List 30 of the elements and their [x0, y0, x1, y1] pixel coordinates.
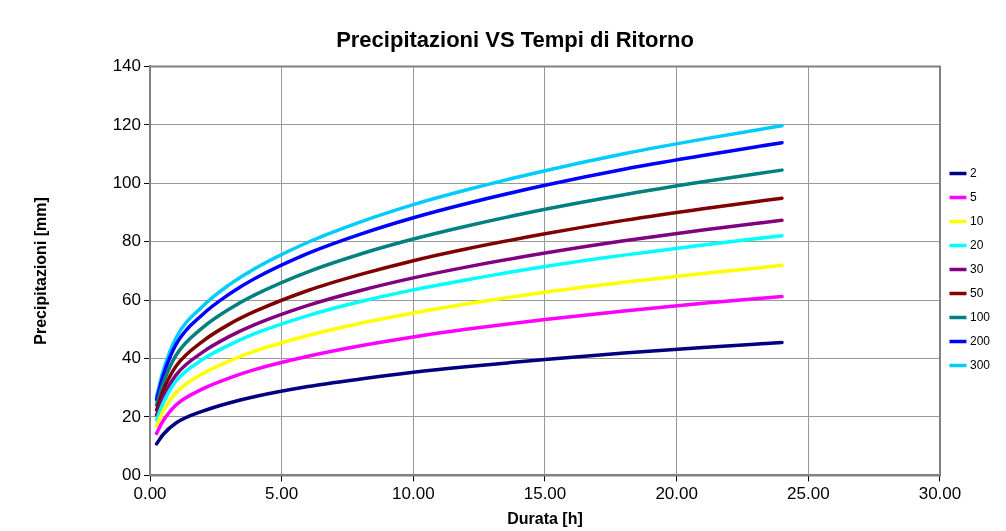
x-tick-label: 0.00: [133, 484, 167, 504]
legend-label: 100: [969, 309, 991, 324]
y-axis-title: Precipitazioni [mm]: [32, 197, 50, 345]
y-tick-label: 20: [122, 406, 141, 426]
legend-label: 30: [969, 261, 984, 276]
x-tick-label: 10.00: [392, 484, 435, 504]
y-tick-label: 00: [122, 465, 141, 485]
legend-label: 20: [969, 237, 984, 252]
legend-label: 300: [969, 357, 991, 372]
legend-label: 50: [969, 285, 984, 300]
y-tick-label: 100: [112, 172, 141, 192]
y-tick-label: 120: [112, 114, 141, 134]
line-series: [154, 294, 784, 436]
chart-title: Precipitazioni VS Tempi di Ritorno: [336, 27, 694, 53]
legend-label: 200: [969, 333, 991, 348]
y-tick-label: 80: [122, 231, 141, 251]
line-series: [154, 263, 784, 428]
y-tick-label: 140: [112, 56, 141, 76]
x-tick-label: 20.00: [655, 484, 698, 504]
legend-label: 2: [969, 165, 977, 180]
x-tick-label: 30.00: [918, 484, 962, 504]
x-tick-label: 5.00: [265, 484, 299, 504]
x-axis-title: Durata [h]: [507, 509, 583, 527]
x-tick-label: 15.00: [523, 484, 567, 504]
x-tick-label: 25.00: [787, 484, 830, 504]
legend-label: 5: [969, 189, 977, 204]
y-tick-label: 40: [122, 348, 141, 368]
y-tick-label: 60: [122, 289, 141, 309]
legend-label: 10: [969, 213, 984, 228]
line-series: [154, 340, 784, 446]
